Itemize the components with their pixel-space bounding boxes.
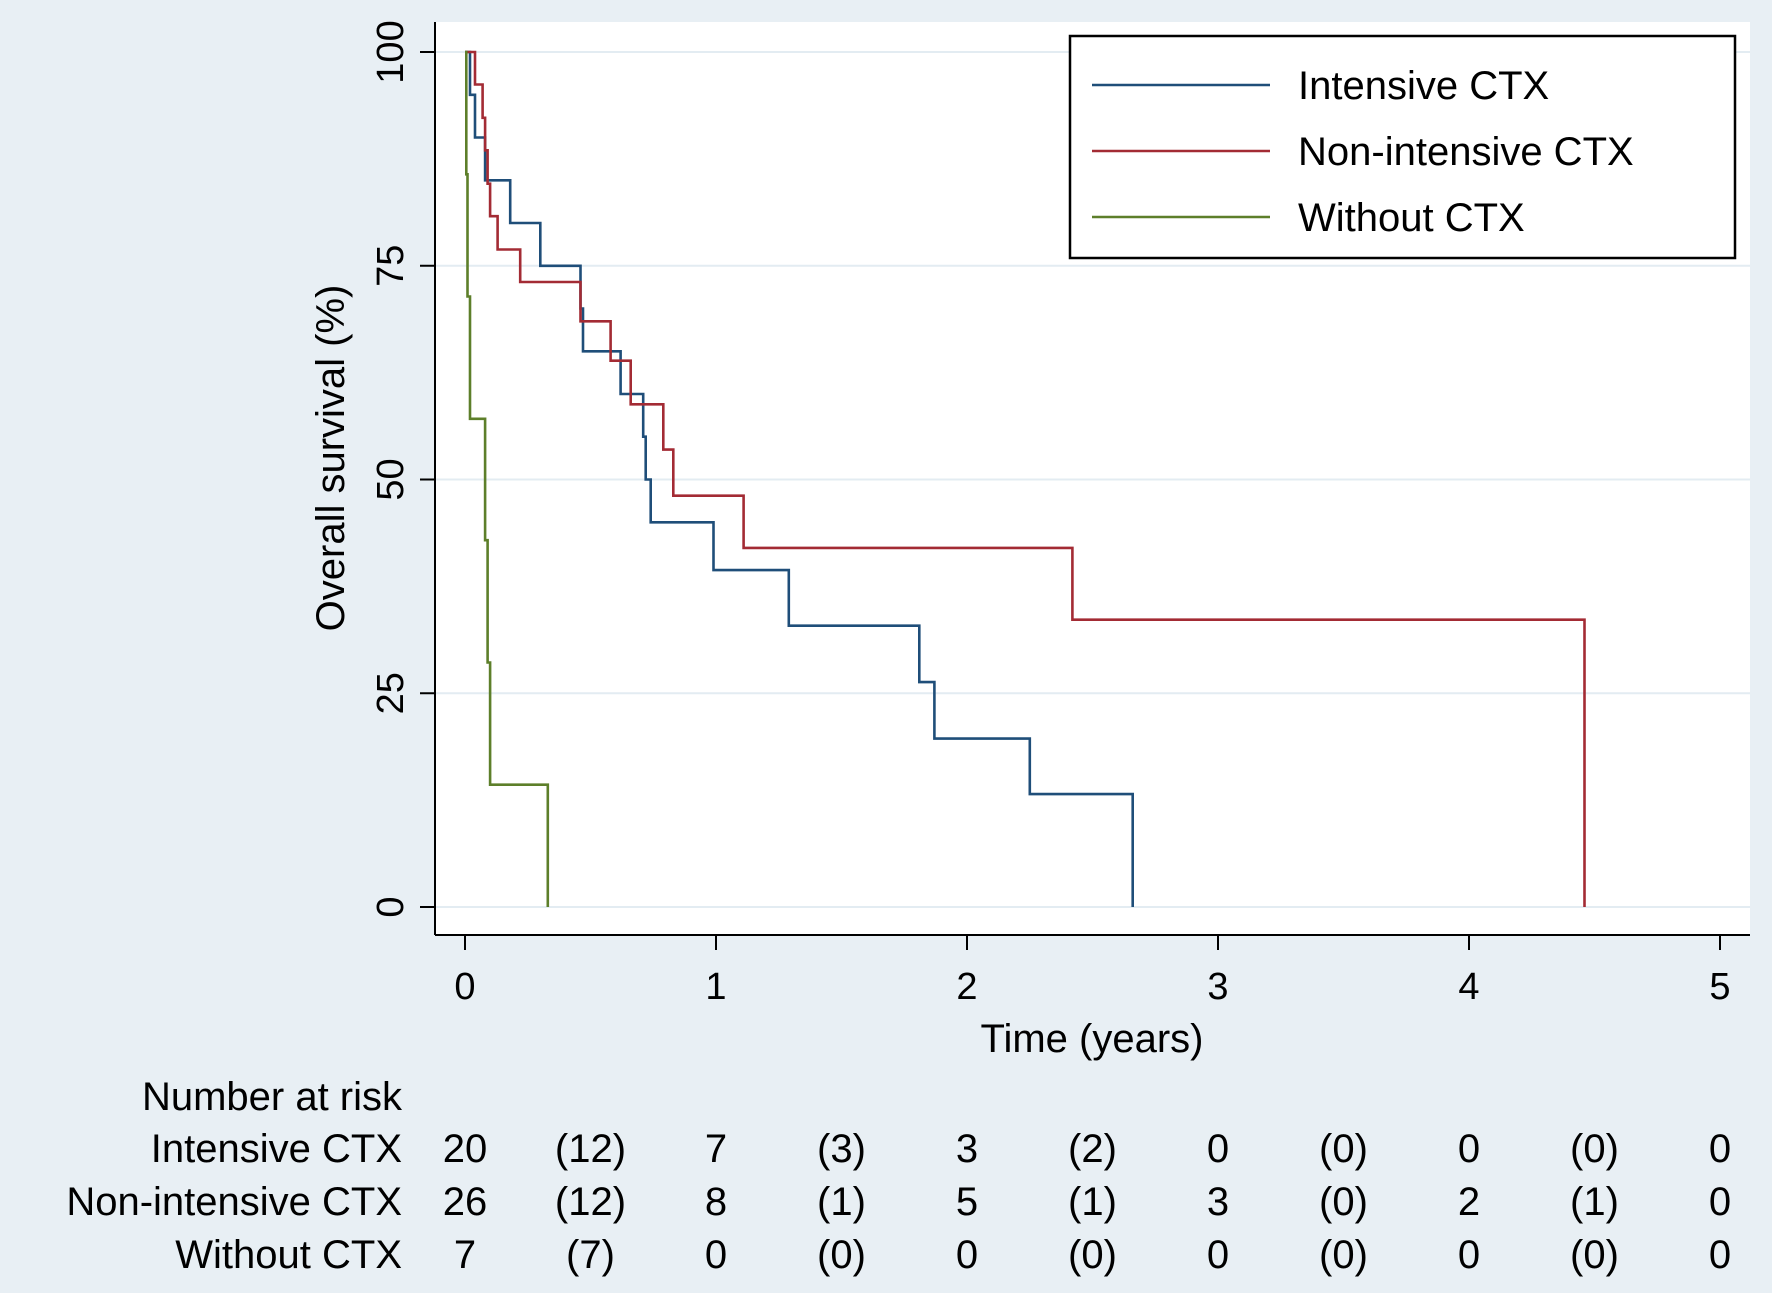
x-tick-label: 0 <box>454 966 475 1008</box>
risk-cell: (2) <box>1068 1127 1117 1171</box>
risk-cell: 2 <box>1458 1180 1480 1224</box>
risk-cell: (12) <box>555 1180 626 1224</box>
y-tick-label: 50 <box>370 458 412 500</box>
risk-cell: (0) <box>1570 1233 1619 1277</box>
risk-cell: 0 <box>1709 1127 1731 1171</box>
risk-table-title: Number at risk <box>142 1075 403 1119</box>
series-line-non-intensive-ctx <box>465 50 1586 907</box>
risk-cell: (0) <box>1319 1127 1368 1171</box>
risk-cell: (1) <box>1570 1180 1619 1224</box>
risk-cell: (3) <box>817 1127 866 1171</box>
risk-cell: (0) <box>817 1233 866 1277</box>
risk-cell: (0) <box>1319 1233 1368 1277</box>
series-line-intensive-ctx <box>465 50 1134 907</box>
x-tick-label: 2 <box>956 966 977 1008</box>
risk-table: Number at risk Intensive CTX 20 (12) 7 (3) 3(… <box>66 1075 1731 1277</box>
risk-cell: (0) <box>1570 1127 1619 1171</box>
risk-cell: 0 <box>1709 1180 1731 1224</box>
gridlines <box>435 51 1750 908</box>
risk-cell: (0) <box>1319 1180 1368 1224</box>
risk-row-label: Intensive CTX <box>151 1127 402 1171</box>
risk-cell: 0 <box>1207 1127 1229 1171</box>
y-tick-label: 25 <box>370 672 412 714</box>
risk-cell: (1) <box>817 1180 866 1224</box>
y-tick-label: 100 <box>370 20 412 83</box>
risk-cell: 7 <box>454 1233 476 1277</box>
risk-cell: 8 <box>705 1180 727 1224</box>
x-tick-label: 3 <box>1207 966 1228 1008</box>
risk-cell: 0 <box>1709 1233 1731 1277</box>
risk-cell: (1) <box>1068 1180 1117 1224</box>
legend: Intensive CTX Non-intensive CTX Without CT… <box>1068 34 1737 260</box>
legend-label: Non-intensive CTX <box>1298 130 1634 174</box>
legend-box <box>1068 34 1737 260</box>
risk-cell: 20 <box>443 1127 488 1171</box>
risk-row-label: Non-intensive CTX <box>66 1180 402 1224</box>
risk-cell: 3 <box>956 1127 978 1171</box>
risk-cell: 0 <box>1207 1233 1229 1277</box>
risk-cell: 7 <box>705 1127 727 1171</box>
risk-cell: 0 <box>1458 1233 1480 1277</box>
x-tick-label: 1 <box>705 966 726 1008</box>
series-line-without-ctx <box>464 50 550 907</box>
y-tick-label: 0 <box>370 896 412 917</box>
risk-row-label: Without CTX <box>175 1233 402 1277</box>
x-axis-label: Time (years) <box>981 1017 1204 1061</box>
risk-cell: (0) <box>1068 1233 1117 1277</box>
risk-cell: 0 <box>956 1233 978 1277</box>
y-tick-label: 75 <box>370 245 412 287</box>
risk-cell: (12) <box>555 1127 626 1171</box>
legend-label: Intensive CTX <box>1298 64 1549 108</box>
risk-cell: (7) <box>566 1233 615 1277</box>
risk-cell: 0 <box>705 1233 727 1277</box>
x-tick-label: 5 <box>1709 966 1730 1008</box>
axes: 0 25 50 75 100 0 1 2 3 4 5 <box>370 20 1750 1008</box>
x-tick-label: 4 <box>1458 966 1479 1008</box>
risk-cell: 26 <box>443 1180 488 1224</box>
risk-cell: 5 <box>956 1180 978 1224</box>
risk-cell: 3 <box>1207 1180 1229 1224</box>
legend-label: Without CTX <box>1298 196 1525 240</box>
risk-cell: 0 <box>1458 1127 1480 1171</box>
y-axis-label: Overall survival (%) <box>309 285 353 632</box>
series-lines <box>464 50 1586 907</box>
